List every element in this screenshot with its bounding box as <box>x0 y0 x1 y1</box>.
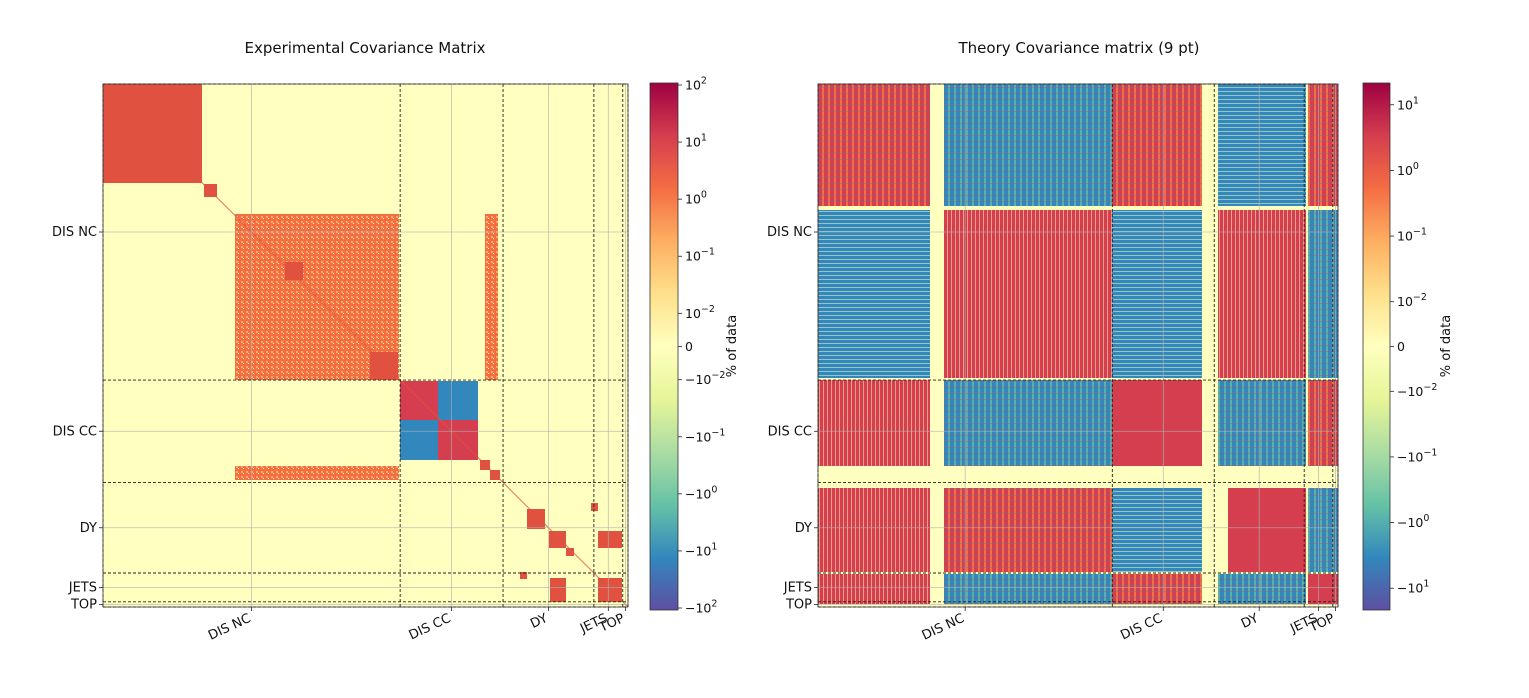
diagonal-line <box>102 83 629 608</box>
experimental-colorbar-ticks: 102 101 100 10−1 10−2 0 −10−2 −10−1 −100 −101 −102 <box>678 76 725 616</box>
theory-colorbar: 101 100 10−1 10−2 0 −10−2 −10−1 −100 −101 % of d… <box>1362 82 1454 611</box>
colorbar-tick-label: 0 <box>685 339 693 354</box>
colorbar-tick-label: 10−1 <box>685 247 715 264</box>
experimental-colorbar-label: % of data <box>725 315 740 377</box>
colorbar-tick-label: 101 <box>1397 95 1419 112</box>
ytick-label: DIS CC <box>768 424 812 439</box>
colorbar-tick-label: 10−1 <box>1397 227 1427 244</box>
theory-ytick-labels: DIS NC DIS CC DY JETS TOP <box>767 225 818 612</box>
experimental-colorbar: 102 101 100 10−1 10−2 0 −10−2 −10−1 −100 −101 −102… <box>649 76 740 616</box>
colorbar-tick-label: 10−2 <box>685 304 715 321</box>
experimental-colorbar-bar <box>649 82 679 611</box>
theory-colorbar-ticks: 101 100 10−1 10−2 0 −10−2 −10−1 −100 −101 <box>1390 95 1437 596</box>
ytick-label: DY <box>795 521 812 536</box>
colorbar-tick-label: −100 <box>1397 513 1429 530</box>
xtick-label: DY <box>528 611 550 632</box>
colorbar-tick-label: 102 <box>685 76 707 93</box>
experimental-group-boundaries <box>102 83 629 608</box>
ytick-label: TOP <box>785 597 812 612</box>
theory-panel: Theory Covariance matrix (9 pt) <box>767 39 1454 644</box>
theory-title: Theory Covariance matrix (9 pt) <box>958 39 1200 57</box>
colorbar-tick-label: 100 <box>685 190 707 207</box>
ytick-label: TOP <box>70 597 97 612</box>
colorbar-tick-label: −10−2 <box>1397 382 1437 399</box>
heatmap-frame <box>817 83 1339 608</box>
ytick-label: DIS NC <box>767 225 812 240</box>
theory-colorbar-label: % of data <box>1439 315 1454 377</box>
colorbar-tick-label: −10−2 <box>685 370 725 387</box>
xtick-label: DY <box>1239 611 1261 632</box>
colorbar-tick-label: −100 <box>685 484 717 501</box>
experimental-panel: Experimental Covariance Matrix <box>52 39 740 644</box>
experimental-title: Experimental Covariance Matrix <box>244 39 485 57</box>
colorbar-tick-label: −101 <box>1397 579 1429 596</box>
colorbar-tick-label: −10−1 <box>1397 447 1437 464</box>
xtick-label: DIS CC <box>407 611 454 643</box>
colorbar-tick-label: 101 <box>685 133 707 150</box>
colorbar-tick-label: −101 <box>685 541 717 558</box>
xtick-label: DIS NC <box>206 611 253 644</box>
ytick-label: JETS <box>783 580 812 595</box>
colorbar-tick-label: 100 <box>1397 161 1419 178</box>
xtick-label: DIS NC <box>920 611 967 644</box>
colorbar-tick-label: −10−1 <box>685 427 725 444</box>
experimental-ytick-labels: DIS NC DIS CC DY JETS TOP <box>52 225 103 612</box>
theory-group-boundaries <box>817 83 1339 608</box>
colorbar-tick-label: 0 <box>1397 339 1405 354</box>
heatmap-frame <box>102 83 629 608</box>
theory-colorbar-bar <box>1362 82 1391 611</box>
xtick-label: DIS CC <box>1118 611 1165 643</box>
experimental-heatmap <box>102 83 629 608</box>
ytick-label: DY <box>80 521 97 536</box>
theory-grid <box>818 84 1338 607</box>
ytick-label: DIS CC <box>53 424 97 439</box>
theory-heatmap <box>818 84 1338 607</box>
experimental-grid <box>103 84 628 607</box>
ytick-label: JETS <box>68 580 97 595</box>
ytick-label: DIS NC <box>52 225 97 240</box>
colorbar-tick-label: 10−2 <box>1397 292 1427 309</box>
colorbar-tick-label: −102 <box>685 599 717 616</box>
